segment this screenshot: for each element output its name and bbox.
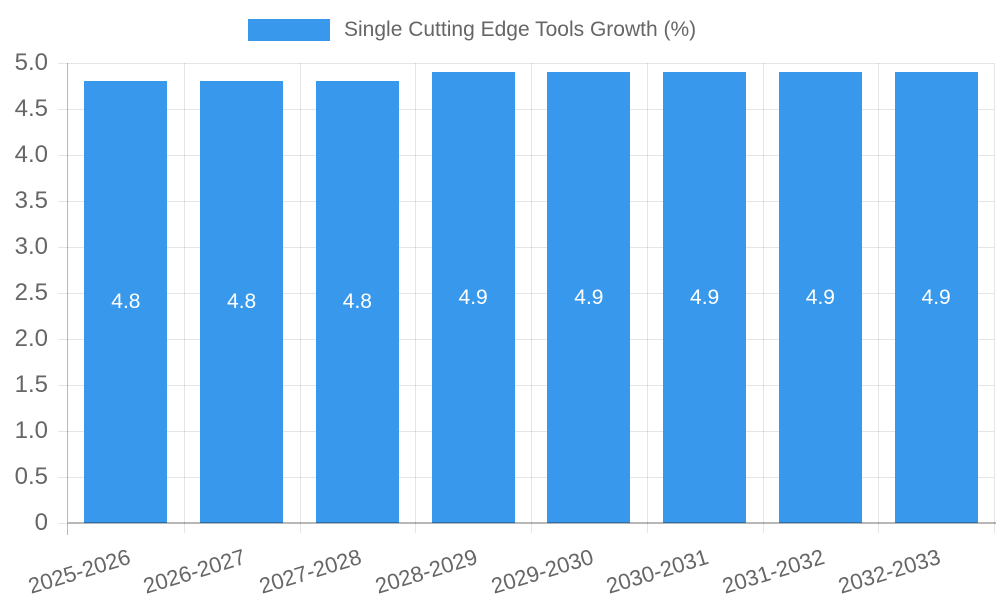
v-gridline — [878, 63, 880, 523]
y-tick — [58, 246, 68, 248]
y-tick — [58, 384, 68, 386]
h-gridline — [68, 201, 994, 202]
h-gridline — [68, 109, 994, 110]
x-tick-label: 2025-2026 — [24, 544, 133, 599]
y-tick — [58, 522, 68, 524]
x-tick-label: 2030-2031 — [603, 544, 712, 599]
y-axis-line — [67, 63, 68, 535]
v-gridline — [531, 63, 532, 523]
y-tick — [58, 108, 68, 110]
x-tick — [415, 523, 417, 533]
x-tick-label: 2032-2033 — [835, 544, 944, 599]
legend: Single Cutting Edge Tools Growth (%) — [248, 18, 696, 42]
x-tick — [183, 523, 185, 533]
y-tick-label: 1.0 — [14, 417, 48, 444]
x-tick — [878, 523, 880, 533]
y-tick-label: 3.0 — [14, 233, 48, 260]
v-gridline — [994, 63, 995, 523]
h-gridline — [68, 63, 994, 64]
bar-value-label: 4.9 — [574, 285, 604, 309]
bar[interactable] — [200, 81, 284, 523]
y-tick-label: 3.5 — [14, 187, 48, 214]
y-tick — [58, 154, 68, 156]
v-gridline — [646, 63, 648, 523]
x-tick-label: 2028-2029 — [372, 544, 481, 599]
x-tick — [299, 523, 301, 533]
y-tick-label: 2.5 — [14, 279, 48, 306]
h-gridline — [68, 477, 994, 478]
bar[interactable] — [315, 81, 399, 523]
v-gridline — [762, 63, 764, 523]
bar[interactable] — [663, 72, 747, 523]
v-gridline — [299, 63, 301, 523]
y-tick-label: 4.5 — [14, 95, 48, 122]
h-gridline — [68, 293, 994, 294]
bar-value-label: 4.8 — [111, 290, 141, 314]
v-gridline — [415, 63, 417, 523]
x-axis-line — [68, 522, 996, 524]
x-tick-label: 2026-2027 — [140, 544, 249, 599]
bar[interactable] — [894, 72, 978, 523]
bar[interactable] — [84, 81, 168, 523]
y-tick-label: 0 — [34, 509, 48, 536]
y-tick — [58, 430, 68, 432]
bar-value-label: 4.9 — [690, 285, 720, 309]
bar[interactable] — [431, 72, 515, 523]
x-tick-label: 2029-2030 — [487, 544, 596, 599]
x-tick — [994, 523, 995, 533]
y-tick-label: 2.0 — [14, 325, 48, 352]
h-gridline — [68, 385, 994, 386]
y-tick-label: 0.5 — [14, 463, 48, 490]
bar-value-label: 4.8 — [342, 290, 372, 314]
y-tick — [58, 476, 68, 478]
y-tick — [58, 338, 68, 340]
x-tick — [531, 523, 532, 533]
v-gridline — [183, 63, 185, 523]
h-gridline — [68, 155, 994, 156]
h-gridline — [68, 247, 994, 248]
bar-value-label: 4.8 — [227, 290, 257, 314]
x-tick — [646, 523, 648, 533]
x-tick — [762, 523, 764, 533]
legend-item[interactable]: Single Cutting Edge Tools Growth (%) — [248, 18, 696, 42]
bar-value-label: 4.9 — [805, 285, 835, 309]
bar-value-label: 4.9 — [921, 285, 951, 309]
bar[interactable] — [778, 72, 862, 523]
bar[interactable] — [547, 72, 631, 523]
y-tick-label: 4.0 — [14, 141, 48, 168]
x-tick-label: 2031-2032 — [719, 544, 828, 599]
y-tick — [58, 200, 68, 202]
bar-value-label: 4.9 — [458, 285, 488, 309]
legend-swatch — [248, 19, 330, 41]
legend-label: Single Cutting Edge Tools Growth (%) — [344, 18, 697, 41]
y-tick-label: 1.5 — [14, 371, 48, 398]
y-tick — [58, 62, 68, 64]
y-tick — [58, 292, 68, 294]
h-gridline — [68, 339, 994, 340]
y-tick-label: 5.0 — [14, 49, 48, 76]
h-gridline — [68, 431, 994, 432]
x-tick-label: 2027-2028 — [256, 544, 365, 599]
plot-area: 4.8 4.8 4.8 4.9 4.9 4.9 4.9 4.9 — [68, 63, 995, 523]
